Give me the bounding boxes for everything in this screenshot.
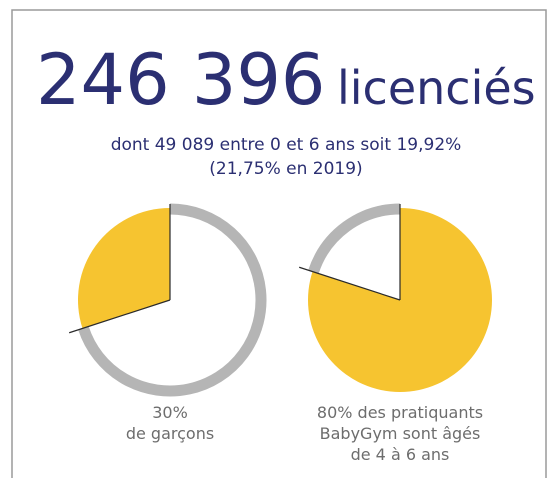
headline-unit: licenciés	[337, 61, 536, 115]
headline-number: 246 396	[36, 39, 325, 121]
value-label: 30%	[152, 403, 188, 422]
pie-ring	[78, 203, 267, 397]
pie-slice	[312, 208, 400, 300]
pie-slice	[77, 208, 170, 329]
caption: BabyGym sont âgés	[320, 424, 481, 443]
caption: de 4 à 6 ans	[351, 445, 450, 464]
pie-slice	[82, 208, 262, 392]
slice-divider	[69, 299, 171, 334]
pie-ring	[308, 203, 401, 274]
value-label: 80% des pratiquants	[317, 403, 483, 422]
subtitle: dont 49 089 entre 0 et 6 ans soit 19,92%	[111, 135, 462, 155]
slice-divider	[299, 266, 401, 301]
caption: de garçons	[126, 424, 214, 443]
subtitle: (21,75% en 2019)	[209, 159, 362, 179]
frame	[11, 9, 547, 478]
